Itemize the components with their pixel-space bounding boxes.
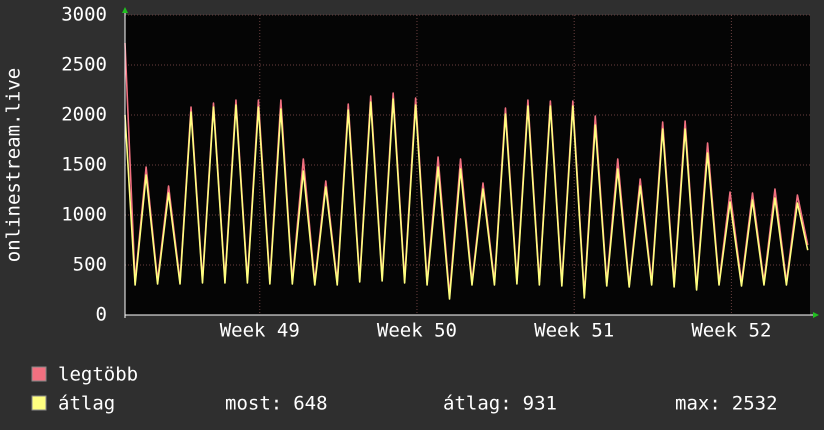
- legend-label: legtöbb: [58, 364, 138, 386]
- legend-label: átlag: [58, 393, 115, 415]
- legend-swatch: [31, 366, 47, 382]
- x-tick-label: Week 51: [534, 320, 614, 342]
- series-line: [124, 98, 809, 300]
- x-arrow: [813, 312, 819, 318]
- y-tick-label: 500: [73, 254, 107, 276]
- x-tick-label: Week 50: [377, 320, 457, 342]
- y-tick-label: 2000: [61, 104, 107, 126]
- x-tick-label: Week 49: [220, 320, 300, 342]
- stat-label: max:: [675, 393, 721, 415]
- y-tick-label: 2500: [61, 54, 107, 76]
- y-tick-label: 1000: [61, 204, 107, 226]
- y-axis-label: onlinestream.live: [3, 68, 25, 262]
- x-tick-label: Week 52: [691, 320, 771, 342]
- stat-label: most:: [225, 393, 282, 415]
- y-tick-label: 3000: [61, 4, 107, 26]
- y-tick-label: 1500: [61, 154, 107, 176]
- stat-label: átlag:: [443, 393, 512, 415]
- stat-value: 648: [293, 393, 327, 415]
- stat-value: 2532: [732, 393, 778, 415]
- legend-swatch: [31, 395, 47, 411]
- stat-value: 931: [523, 393, 557, 415]
- y-arrow: [122, 7, 128, 13]
- y-tick-label: 0: [96, 304, 107, 326]
